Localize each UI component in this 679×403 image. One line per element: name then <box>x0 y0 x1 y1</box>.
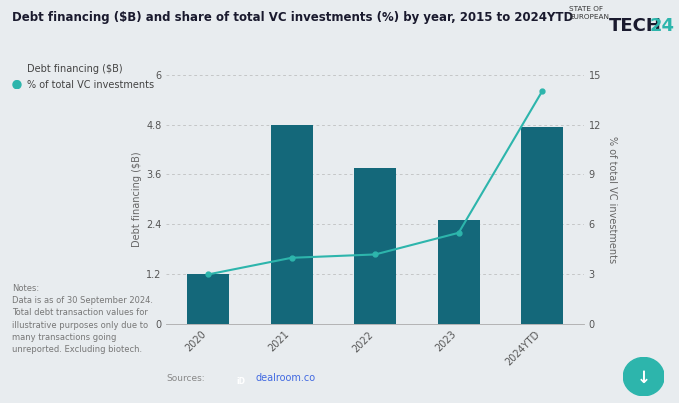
Y-axis label: % of total VC investments: % of total VC investments <box>607 136 617 263</box>
Text: % of total VC investments: % of total VC investments <box>27 80 154 89</box>
Bar <box>521 127 563 324</box>
Text: Sources:: Sources: <box>166 374 205 382</box>
Text: 24: 24 <box>650 17 675 35</box>
Text: Notes:
Data is as of 30 September 2024.
Total debt transaction values for
illust: Notes: Data is as of 30 September 2024. … <box>12 284 153 354</box>
Text: Debt financing ($B): Debt financing ($B) <box>27 64 123 73</box>
Bar <box>187 274 229 324</box>
Y-axis label: Debt financing ($B): Debt financing ($B) <box>132 152 142 247</box>
Text: TECH: TECH <box>608 17 661 35</box>
Text: dealroom.co: dealroom.co <box>255 373 316 383</box>
Bar <box>438 220 479 324</box>
Text: STATE OF
EUROPEAN: STATE OF EUROPEAN <box>569 6 609 19</box>
Text: iD: iD <box>236 377 246 386</box>
Bar <box>354 168 396 324</box>
Circle shape <box>13 81 21 89</box>
Bar <box>271 125 312 324</box>
Text: ↓: ↓ <box>637 369 650 387</box>
Circle shape <box>623 357 664 396</box>
Text: Debt financing ($B) and share of total VC investments (%) by year, 2015 to 2024Y: Debt financing ($B) and share of total V… <box>12 11 574 24</box>
